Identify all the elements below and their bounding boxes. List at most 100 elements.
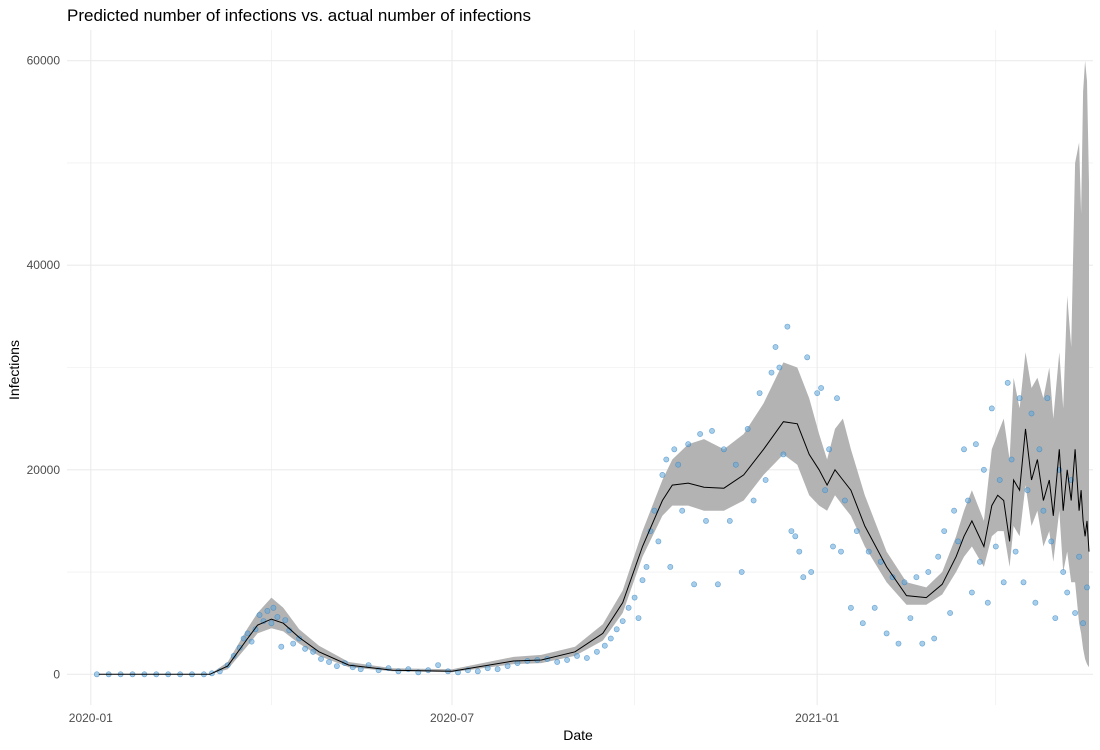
actual-point: [838, 548, 844, 555]
actual-point: [639, 577, 646, 584]
actual-point: [318, 656, 324, 662]
y-tick-label: 20000: [27, 463, 61, 477]
actual-point: [685, 441, 692, 448]
grid-layer: [67, 30, 1093, 705]
actual-point: [871, 604, 878, 611]
actual-point: [951, 507, 957, 514]
actual-point: [895, 640, 902, 647]
actual-point: [992, 543, 999, 550]
actual-point: [554, 659, 561, 665]
actual-point: [961, 446, 967, 453]
actual-point: [1084, 584, 1090, 591]
actual-point: [564, 657, 570, 663]
actual-point: [607, 635, 614, 642]
actual-point: [973, 441, 979, 448]
y-tick-label: 0: [53, 667, 60, 681]
actual-point: [613, 626, 620, 633]
actual-point: [357, 666, 364, 673]
actual-point: [818, 385, 824, 391]
x-axis-title: Date: [563, 727, 593, 743]
actual-point: [981, 466, 987, 473]
actual-point: [977, 558, 983, 565]
actual-point: [244, 630, 251, 637]
actual-point: [1040, 507, 1047, 514]
actual-point: [474, 668, 481, 675]
actual-point: [256, 612, 263, 618]
actual-point: [780, 451, 787, 458]
actual-point: [1012, 548, 1019, 555]
actual-point: [290, 640, 297, 647]
actual-point: [709, 427, 715, 434]
actual-point: [302, 645, 308, 652]
actual-point: [93, 671, 100, 678]
chart-title: Predicted number of infections vs. actua…: [67, 6, 531, 25]
actual-point: [732, 461, 739, 468]
actual-point: [784, 323, 791, 330]
actual-point: [703, 518, 709, 524]
actual-point: [796, 548, 803, 555]
actual-point: [830, 543, 836, 550]
actual-point: [504, 663, 511, 669]
actual-point: [808, 569, 815, 575]
actual-point: [248, 638, 255, 645]
actual-point: [1032, 599, 1039, 606]
actual-point: [671, 446, 678, 453]
actual-point: [435, 662, 441, 668]
actual-point: [1024, 487, 1031, 494]
actual-point: [772, 344, 779, 350]
actual-point: [768, 369, 775, 376]
actual-point: [278, 643, 285, 650]
actual-point: [996, 477, 1003, 483]
actual-point: [1044, 395, 1051, 402]
actual-point: [984, 599, 991, 606]
actual-point: [601, 642, 608, 649]
prediction-line: [98, 421, 1090, 675]
actual-point: [883, 630, 890, 637]
actual-point: [1016, 395, 1023, 402]
y-tick-label: 60000: [27, 54, 61, 68]
actual-point: [744, 425, 751, 432]
actual-point: [1020, 579, 1027, 586]
actual-point: [965, 497, 971, 504]
actual-point: [792, 533, 799, 540]
actual-point: [574, 653, 580, 659]
actual-point: [594, 648, 600, 655]
actual-point: [941, 528, 948, 534]
actual-point: [1060, 569, 1067, 575]
actual-point: [625, 604, 632, 611]
actual-point: [715, 581, 721, 588]
actual-point: [721, 446, 727, 453]
y-tick-label: 40000: [27, 258, 61, 272]
line-layer: [98, 421, 1090, 675]
points-layer: [93, 323, 1090, 678]
actual-point: [655, 538, 662, 545]
actual-point: [853, 528, 860, 534]
actual-point: [913, 574, 920, 581]
actual-point: [264, 608, 271, 614]
actual-point: [395, 668, 402, 675]
actual-point: [901, 579, 908, 586]
actual-point: [804, 354, 811, 361]
actual-point: [268, 620, 275, 627]
actual-point: [756, 390, 763, 396]
actual-point: [663, 456, 670, 463]
actual-point: [955, 538, 961, 545]
actual-point: [326, 659, 332, 665]
actual-point: [425, 667, 432, 674]
actual-point: [842, 497, 848, 504]
actual-point: [631, 594, 638, 601]
actual-point: [619, 618, 626, 624]
axis-layer: 0 20000 40000 60000 2020-01 2020-07 2021-01: [27, 54, 840, 725]
actual-point: [679, 507, 686, 514]
actual-point: [919, 640, 926, 647]
actual-point: [776, 364, 783, 371]
y-axis-title: Infections: [6, 340, 22, 400]
actual-point: [643, 564, 650, 570]
actual-point: [935, 553, 942, 560]
actual-point: [738, 569, 745, 575]
x-tick-label: 2020-01: [69, 711, 113, 725]
actual-point: [889, 574, 896, 581]
actual-point: [651, 507, 658, 514]
actual-point: [859, 620, 866, 627]
